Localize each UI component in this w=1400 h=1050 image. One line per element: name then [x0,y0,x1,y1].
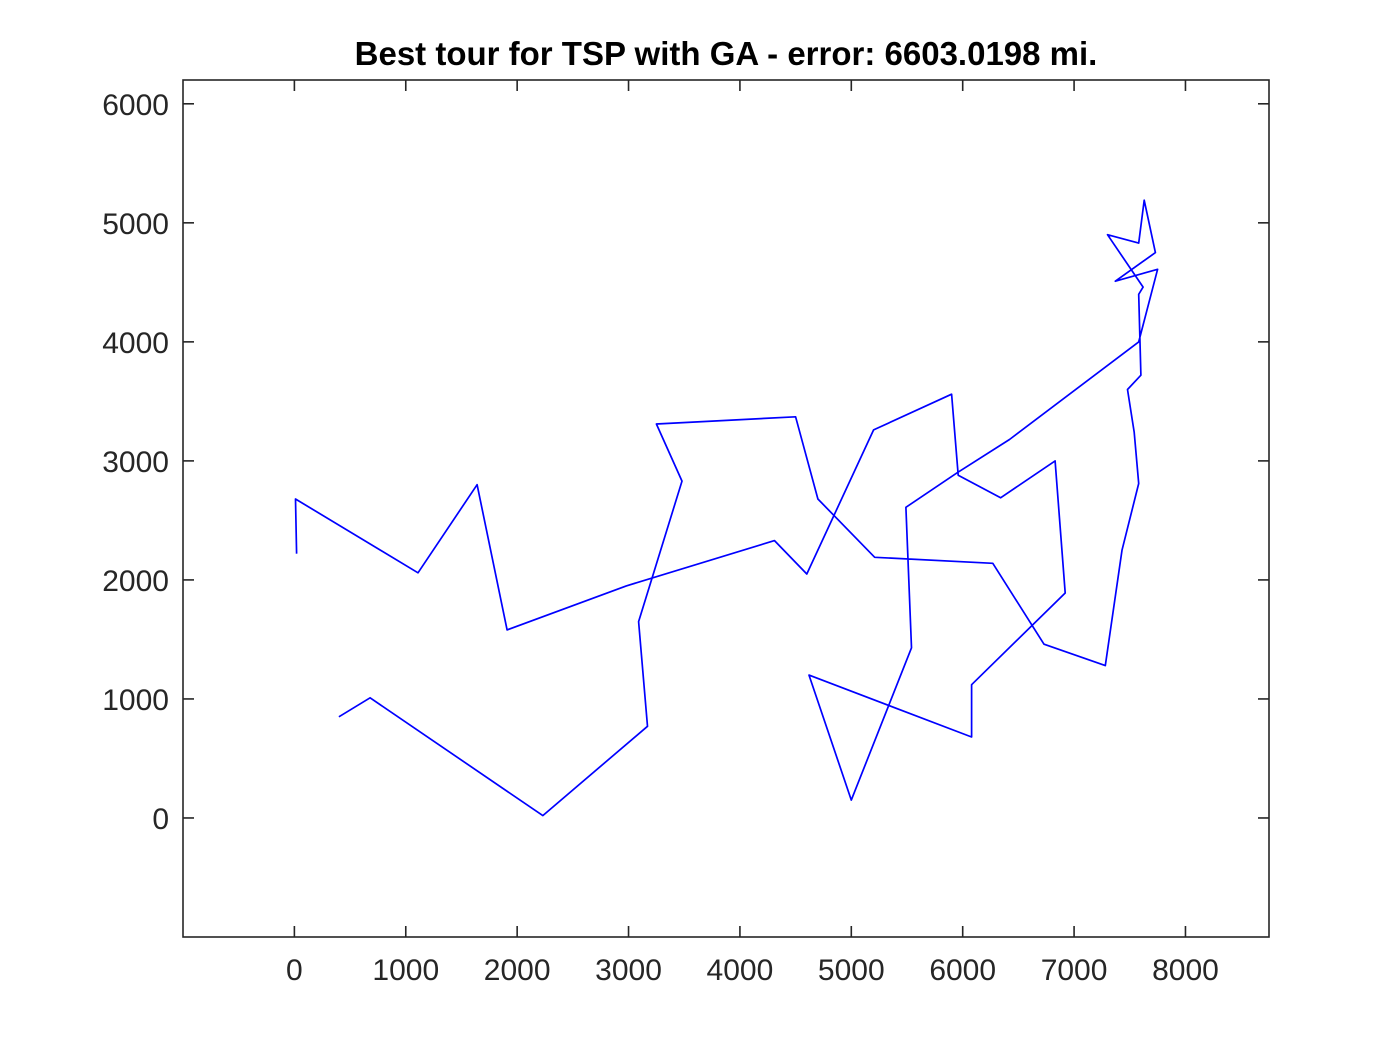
chart-title: Best tour for TSP with GA - error: 6603.… [355,35,1098,72]
series-layer [294,199,1159,817]
axis-tick-labels: 0 1000 2000 3000 4000 5000 6000 7000 8000 0 1000 20… [102,89,1219,987]
plot-area [182,79,1270,938]
x-tick-label: 8000 [1152,954,1219,987]
x-tick-label: 2000 [484,954,551,987]
y-tick-label: 4000 [102,327,169,360]
y-tick-label: 0 [152,803,169,836]
y-tick-label: 6000 [102,89,169,122]
tour-path-line [294,199,1159,817]
x-tick-label: 5000 [818,954,885,987]
axis-ticks [183,80,1269,937]
y-tick-label: 1000 [102,684,169,717]
y-tick-label: 2000 [102,565,169,598]
y-tick-label: 3000 [102,446,169,479]
x-tick-label: 4000 [707,954,774,987]
x-tick-label: 6000 [929,954,996,987]
x-tick-label: 7000 [1041,954,1108,987]
x-tick-label: 0 [286,954,303,987]
x-tick-label: 1000 [372,954,439,987]
y-tick-label: 5000 [102,208,169,241]
x-tick-label: 3000 [595,954,662,987]
